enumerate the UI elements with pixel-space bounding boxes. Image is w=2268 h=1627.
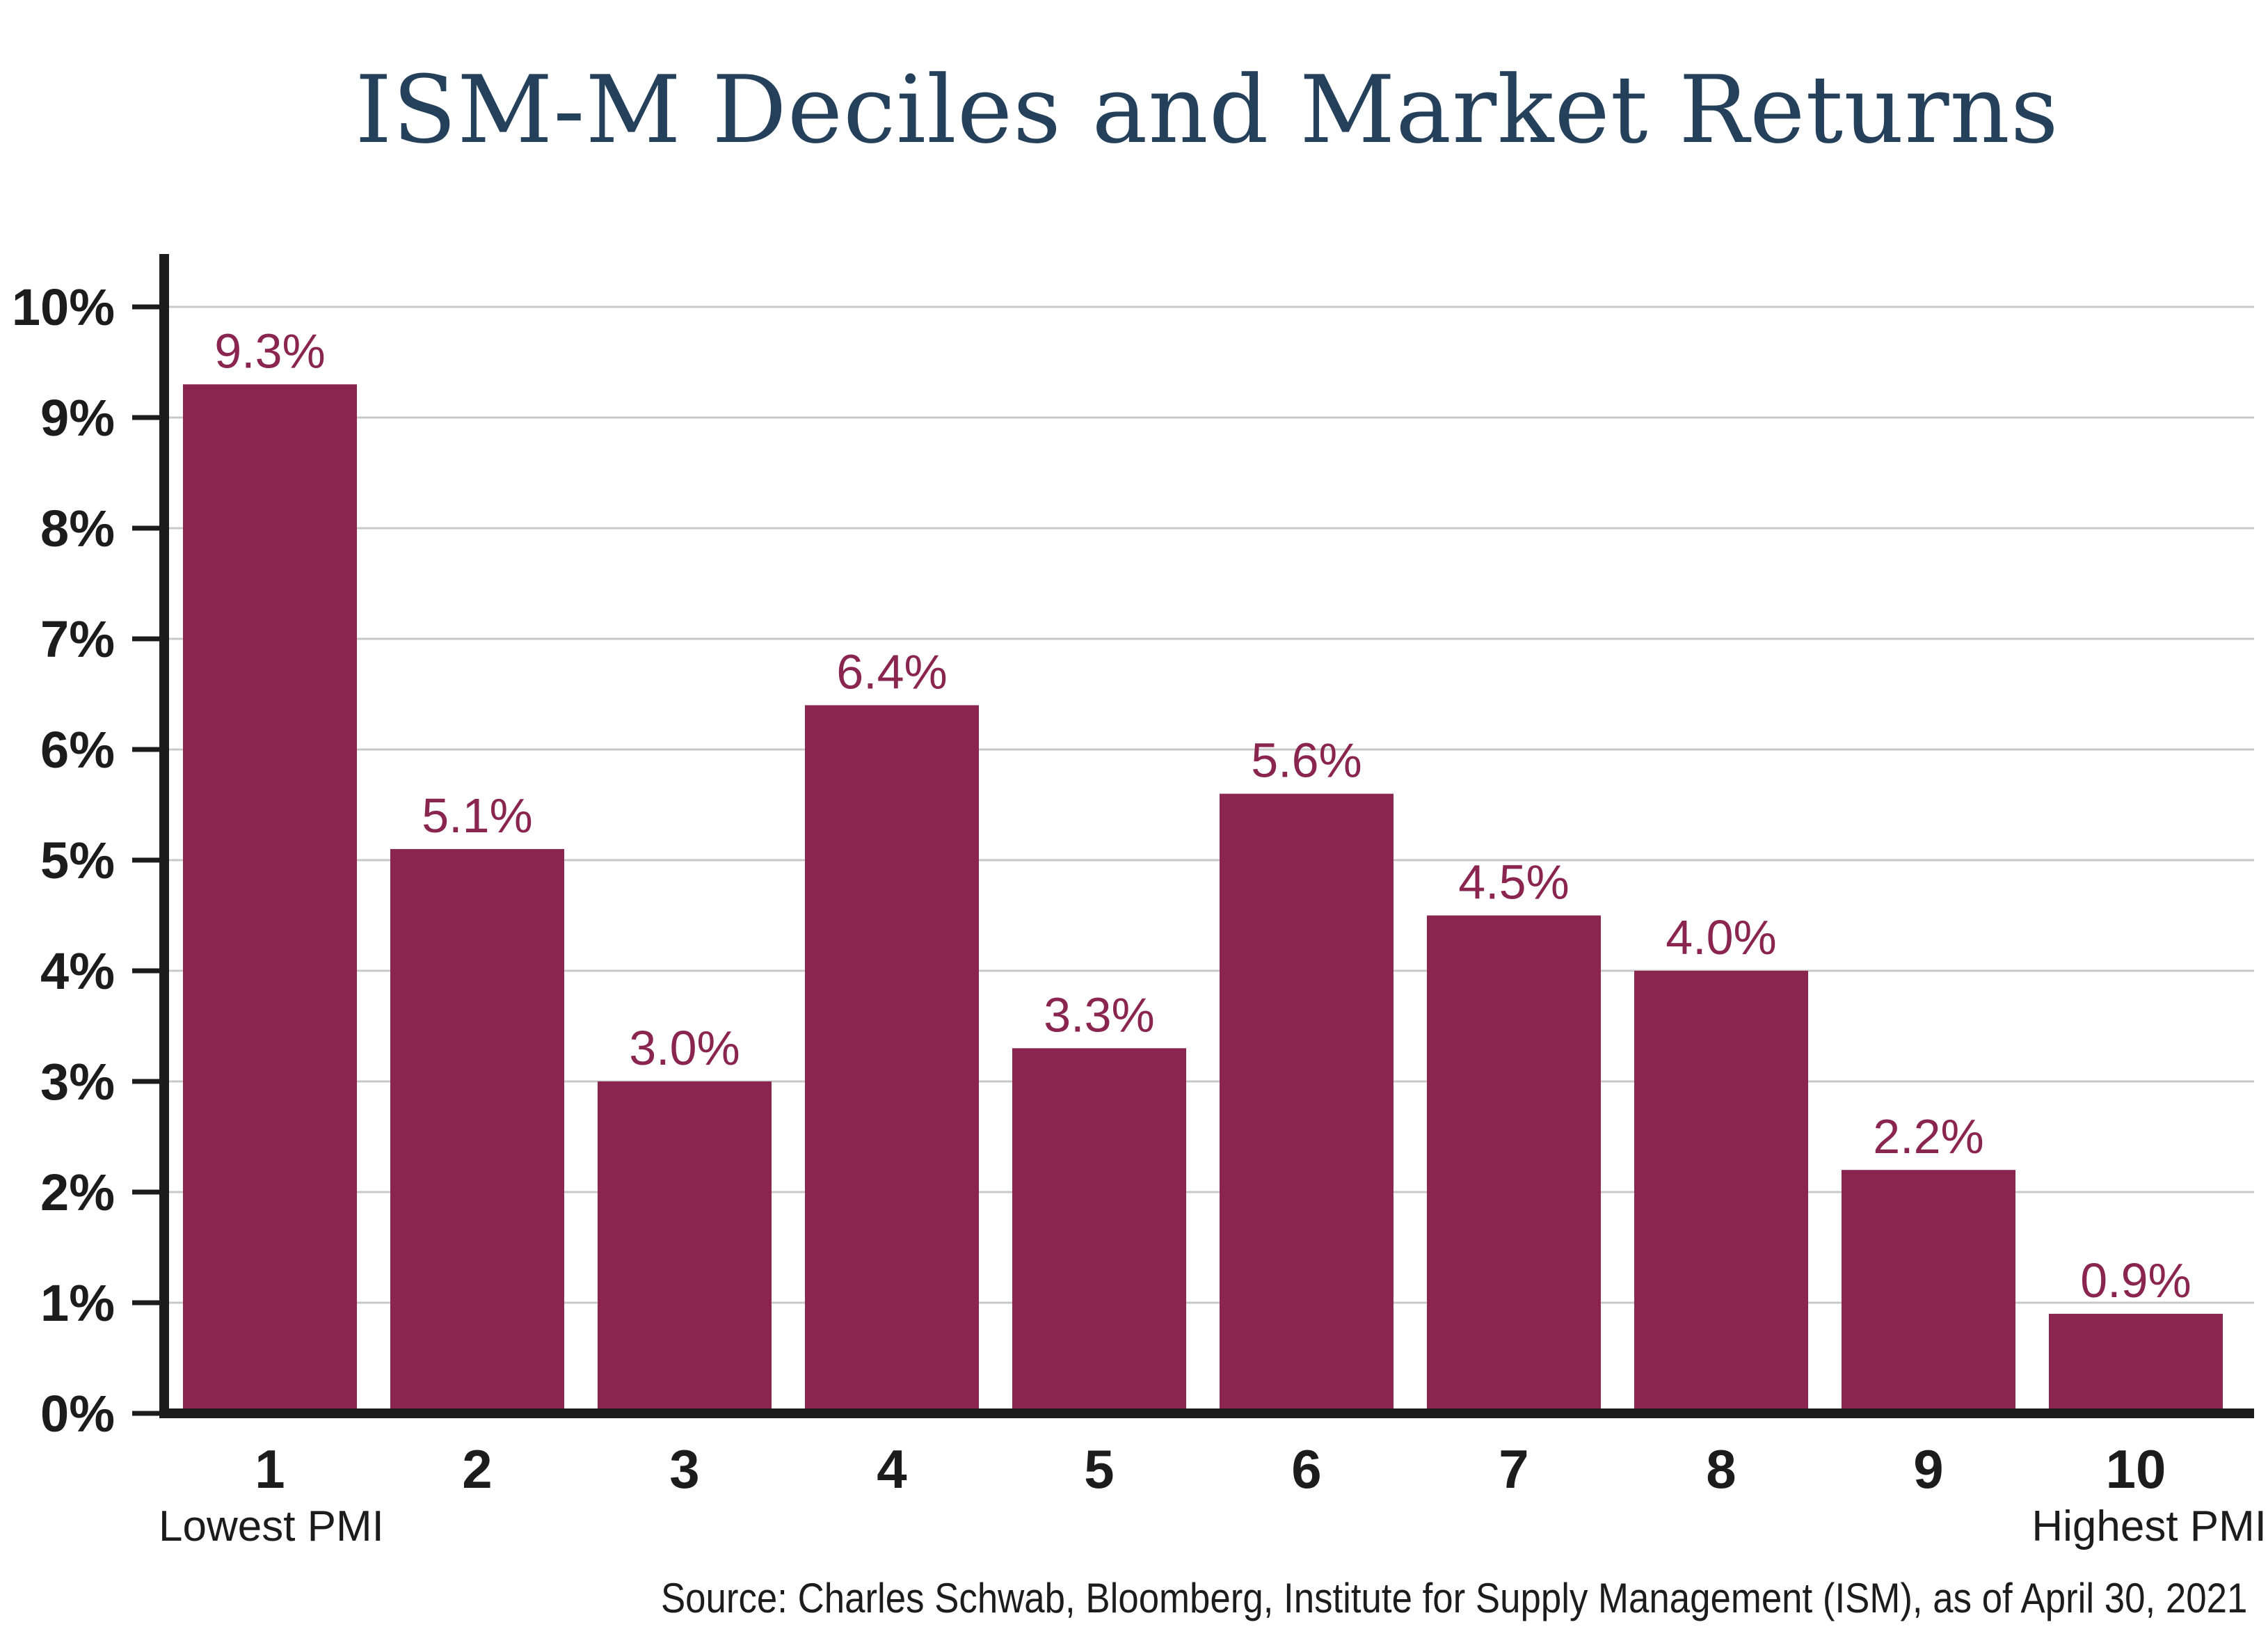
data-label: 3.3%	[1044, 987, 1155, 1042]
data-label: 0.9%	[2080, 1253, 2191, 1308]
bar-decile-6	[1220, 793, 1393, 1413]
x-category-label: 8	[1706, 1438, 1736, 1500]
y-tick-label: 4%	[40, 942, 115, 1000]
highest-pmi-label: Highest PMI	[2031, 1502, 2267, 1550]
source-note: Source: Charles Schwab, Bloomberg, Insti…	[660, 1575, 2247, 1621]
x-category-label: 9	[1913, 1438, 1943, 1500]
x-category-label: 7	[1499, 1438, 1528, 1500]
bar-decile-5	[1012, 1048, 1186, 1413]
y-axis-ticks: 0% 1% 2% 3% 4% 5% 6% 7% 8% 9% 10%	[12, 278, 164, 1443]
x-category-label: 10	[2106, 1438, 2166, 1500]
bar-decile-4	[805, 705, 979, 1413]
data-label: 2.2%	[1873, 1109, 1984, 1164]
chart-title: ISM-M Deciles and Market Returns	[355, 56, 2059, 164]
x-axis-labels: 1 2 3 4 5 6 7 8 9 10	[255, 1438, 2166, 1500]
data-label: 9.3%	[214, 324, 326, 378]
data-label: 3.0%	[629, 1021, 740, 1075]
y-tick-label: 5%	[40, 832, 115, 889]
bar-decile-2	[390, 849, 564, 1413]
bar-decile-10	[2049, 1313, 2223, 1413]
bar-decile-1	[183, 384, 357, 1413]
data-label: 4.0%	[1666, 910, 1777, 965]
x-category-label: 5	[1084, 1438, 1114, 1500]
x-category-label: 6	[1291, 1438, 1321, 1500]
data-label: 5.6%	[1251, 733, 1362, 788]
y-tick-label: 10%	[12, 278, 115, 336]
y-tick-label: 3%	[40, 1053, 115, 1111]
x-category-label: 3	[669, 1438, 699, 1500]
x-category-label: 2	[462, 1438, 492, 1500]
x-category-label: 1	[255, 1438, 285, 1500]
bars	[183, 384, 2223, 1413]
data-label: 4.5%	[1458, 855, 1570, 910]
y-tick-label: 2%	[40, 1164, 115, 1221]
data-labels: 9.3% 5.1% 3.0% 6.4% 3.3% 5.6% 4.5% 4.0% 2.2% 0.9%	[214, 324, 2191, 1308]
bar-decile-9	[1842, 1170, 2015, 1413]
data-label: 6.4%	[836, 644, 948, 699]
y-tick-label: 1%	[40, 1274, 115, 1332]
axes	[159, 254, 2254, 1418]
y-tick-label: 0%	[40, 1385, 115, 1443]
bar-decile-8	[1634, 971, 1808, 1413]
y-tick-label: 6%	[40, 721, 115, 779]
y-tick-label: 7%	[40, 610, 115, 668]
y-tick-label: 9%	[40, 389, 115, 447]
data-label: 5.1%	[422, 788, 533, 843]
bar-decile-3	[598, 1081, 772, 1413]
y-tick-label: 8%	[40, 500, 115, 557]
lowest-pmi-label: Lowest PMI	[159, 1502, 384, 1550]
bar-decile-7	[1427, 915, 1601, 1413]
x-category-label: 4	[877, 1438, 907, 1500]
